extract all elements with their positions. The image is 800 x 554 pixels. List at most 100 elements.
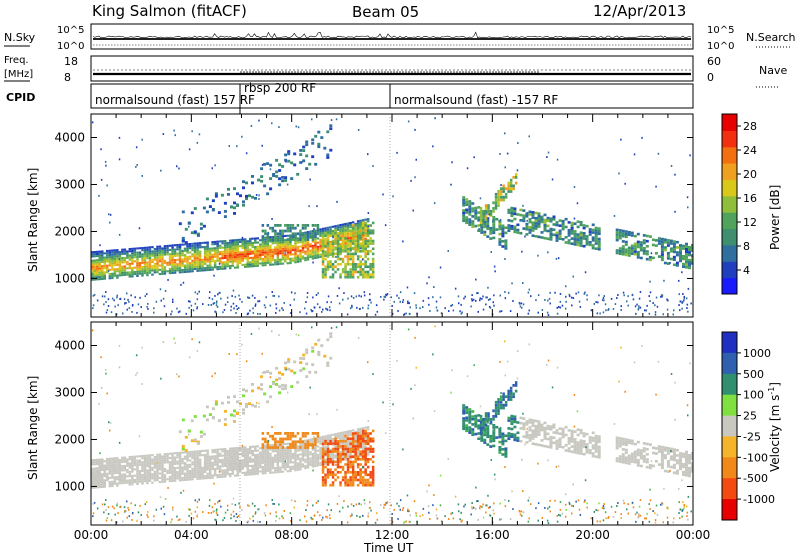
velocity-cell	[289, 446, 292, 449]
power-cell	[543, 213, 547, 217]
velocity-cell	[525, 433, 529, 436]
velocity-cell	[301, 457, 305, 460]
power-cell	[594, 226, 598, 230]
power-cell	[213, 255, 217, 258]
velocity-cell	[299, 463, 302, 466]
power-cell	[265, 296, 267, 299]
velocity-cell	[216, 459, 219, 462]
power-cell	[457, 295, 460, 298]
power-cell	[499, 153, 501, 155]
velocity-cell	[286, 470, 290, 473]
velocity-cell	[291, 446, 295, 449]
power-cell	[264, 238, 267, 241]
velocity-cell	[274, 437, 277, 441]
velocity-cell	[213, 461, 217, 464]
cpid-segment-2: rbsp 200 RF	[244, 81, 316, 95]
power-cell	[304, 240, 307, 243]
velocity-cell	[254, 473, 257, 476]
velocity-cell	[118, 461, 122, 464]
power-cell	[276, 254, 280, 257]
power-cell	[258, 300, 261, 303]
velocity-cell	[216, 457, 219, 460]
velocity-cell	[306, 462, 310, 465]
power-cell	[482, 212, 485, 216]
velocity-cell	[244, 459, 247, 462]
velocity-cell	[138, 463, 142, 466]
power-cell	[573, 235, 577, 238]
velocity-cell	[226, 473, 229, 476]
power-cell	[576, 233, 580, 236]
power-cell	[113, 257, 117, 260]
power-cell	[212, 302, 215, 305]
velocity-cell	[178, 460, 182, 463]
velocity-cell	[299, 461, 302, 464]
velocity-cell	[324, 478, 327, 482]
power-cell	[344, 255, 347, 258]
power-cell	[519, 231, 523, 235]
power-cell	[178, 167, 180, 170]
velocity-cell	[311, 459, 315, 462]
power-cell	[242, 200, 245, 204]
power-cell	[271, 242, 275, 245]
power-cell	[627, 231, 631, 234]
power-cell	[682, 247, 685, 250]
power-cell	[231, 252, 234, 255]
power-cell	[585, 224, 589, 228]
velocity-cell	[202, 414, 206, 418]
velocity-cell	[136, 461, 139, 464]
velocity-cell	[106, 472, 109, 475]
velocity-cell	[477, 432, 481, 435]
power-cell	[208, 256, 212, 259]
velocity-cell	[465, 429, 469, 433]
power-cell	[206, 241, 209, 244]
power-cell	[171, 248, 174, 251]
velocity-cell	[156, 457, 159, 460]
power-cell	[347, 297, 349, 300]
velocity-cell	[269, 467, 272, 470]
power-cell	[422, 299, 425, 302]
velocity-cell	[489, 437, 493, 441]
power-cell	[451, 161, 453, 164]
velocity-cell	[366, 434, 370, 438]
velocity-cell	[531, 434, 535, 438]
velocity-cell	[236, 449, 239, 452]
velocity-cell	[206, 451, 209, 454]
power-cell	[474, 217, 478, 220]
velocity-cell	[269, 448, 272, 451]
power-cell	[479, 299, 481, 302]
power-cell	[183, 254, 187, 257]
velocity-cell	[289, 448, 292, 451]
velocity-cell	[271, 465, 275, 468]
power-cell	[351, 275, 355, 279]
velocity-cell	[171, 454, 174, 457]
power-cell	[283, 302, 285, 304]
velocity-cell	[465, 424, 469, 427]
velocity-cell	[319, 457, 322, 460]
velocity-cell	[364, 478, 367, 482]
power-cell	[499, 195, 503, 199]
velocity-cell	[163, 478, 167, 481]
power-cell	[354, 227, 357, 230]
power-cell	[555, 257, 558, 260]
velocity-cell	[341, 468, 345, 471]
power-cell	[301, 236, 305, 239]
power-cell	[329, 260, 332, 263]
velocity-cell	[229, 462, 232, 465]
velocity-cell	[549, 428, 553, 431]
velocity-cell	[314, 452, 317, 455]
power-cell	[642, 247, 646, 250]
power-cell	[319, 249, 322, 252]
power-cell	[106, 254, 109, 257]
power-cell	[276, 241, 280, 244]
power-cell	[582, 237, 586, 240]
velocity-cell	[513, 420, 517, 424]
velocity-cell	[188, 463, 192, 466]
power-cell	[138, 262, 142, 265]
velocity-cell	[289, 432, 292, 435]
velocity-cell	[344, 430, 347, 433]
velocity-cell	[314, 448, 317, 451]
power-cell	[520, 302, 523, 305]
power-cell	[691, 262, 693, 265]
velocity-cell	[269, 461, 272, 464]
power-cell	[361, 275, 365, 279]
